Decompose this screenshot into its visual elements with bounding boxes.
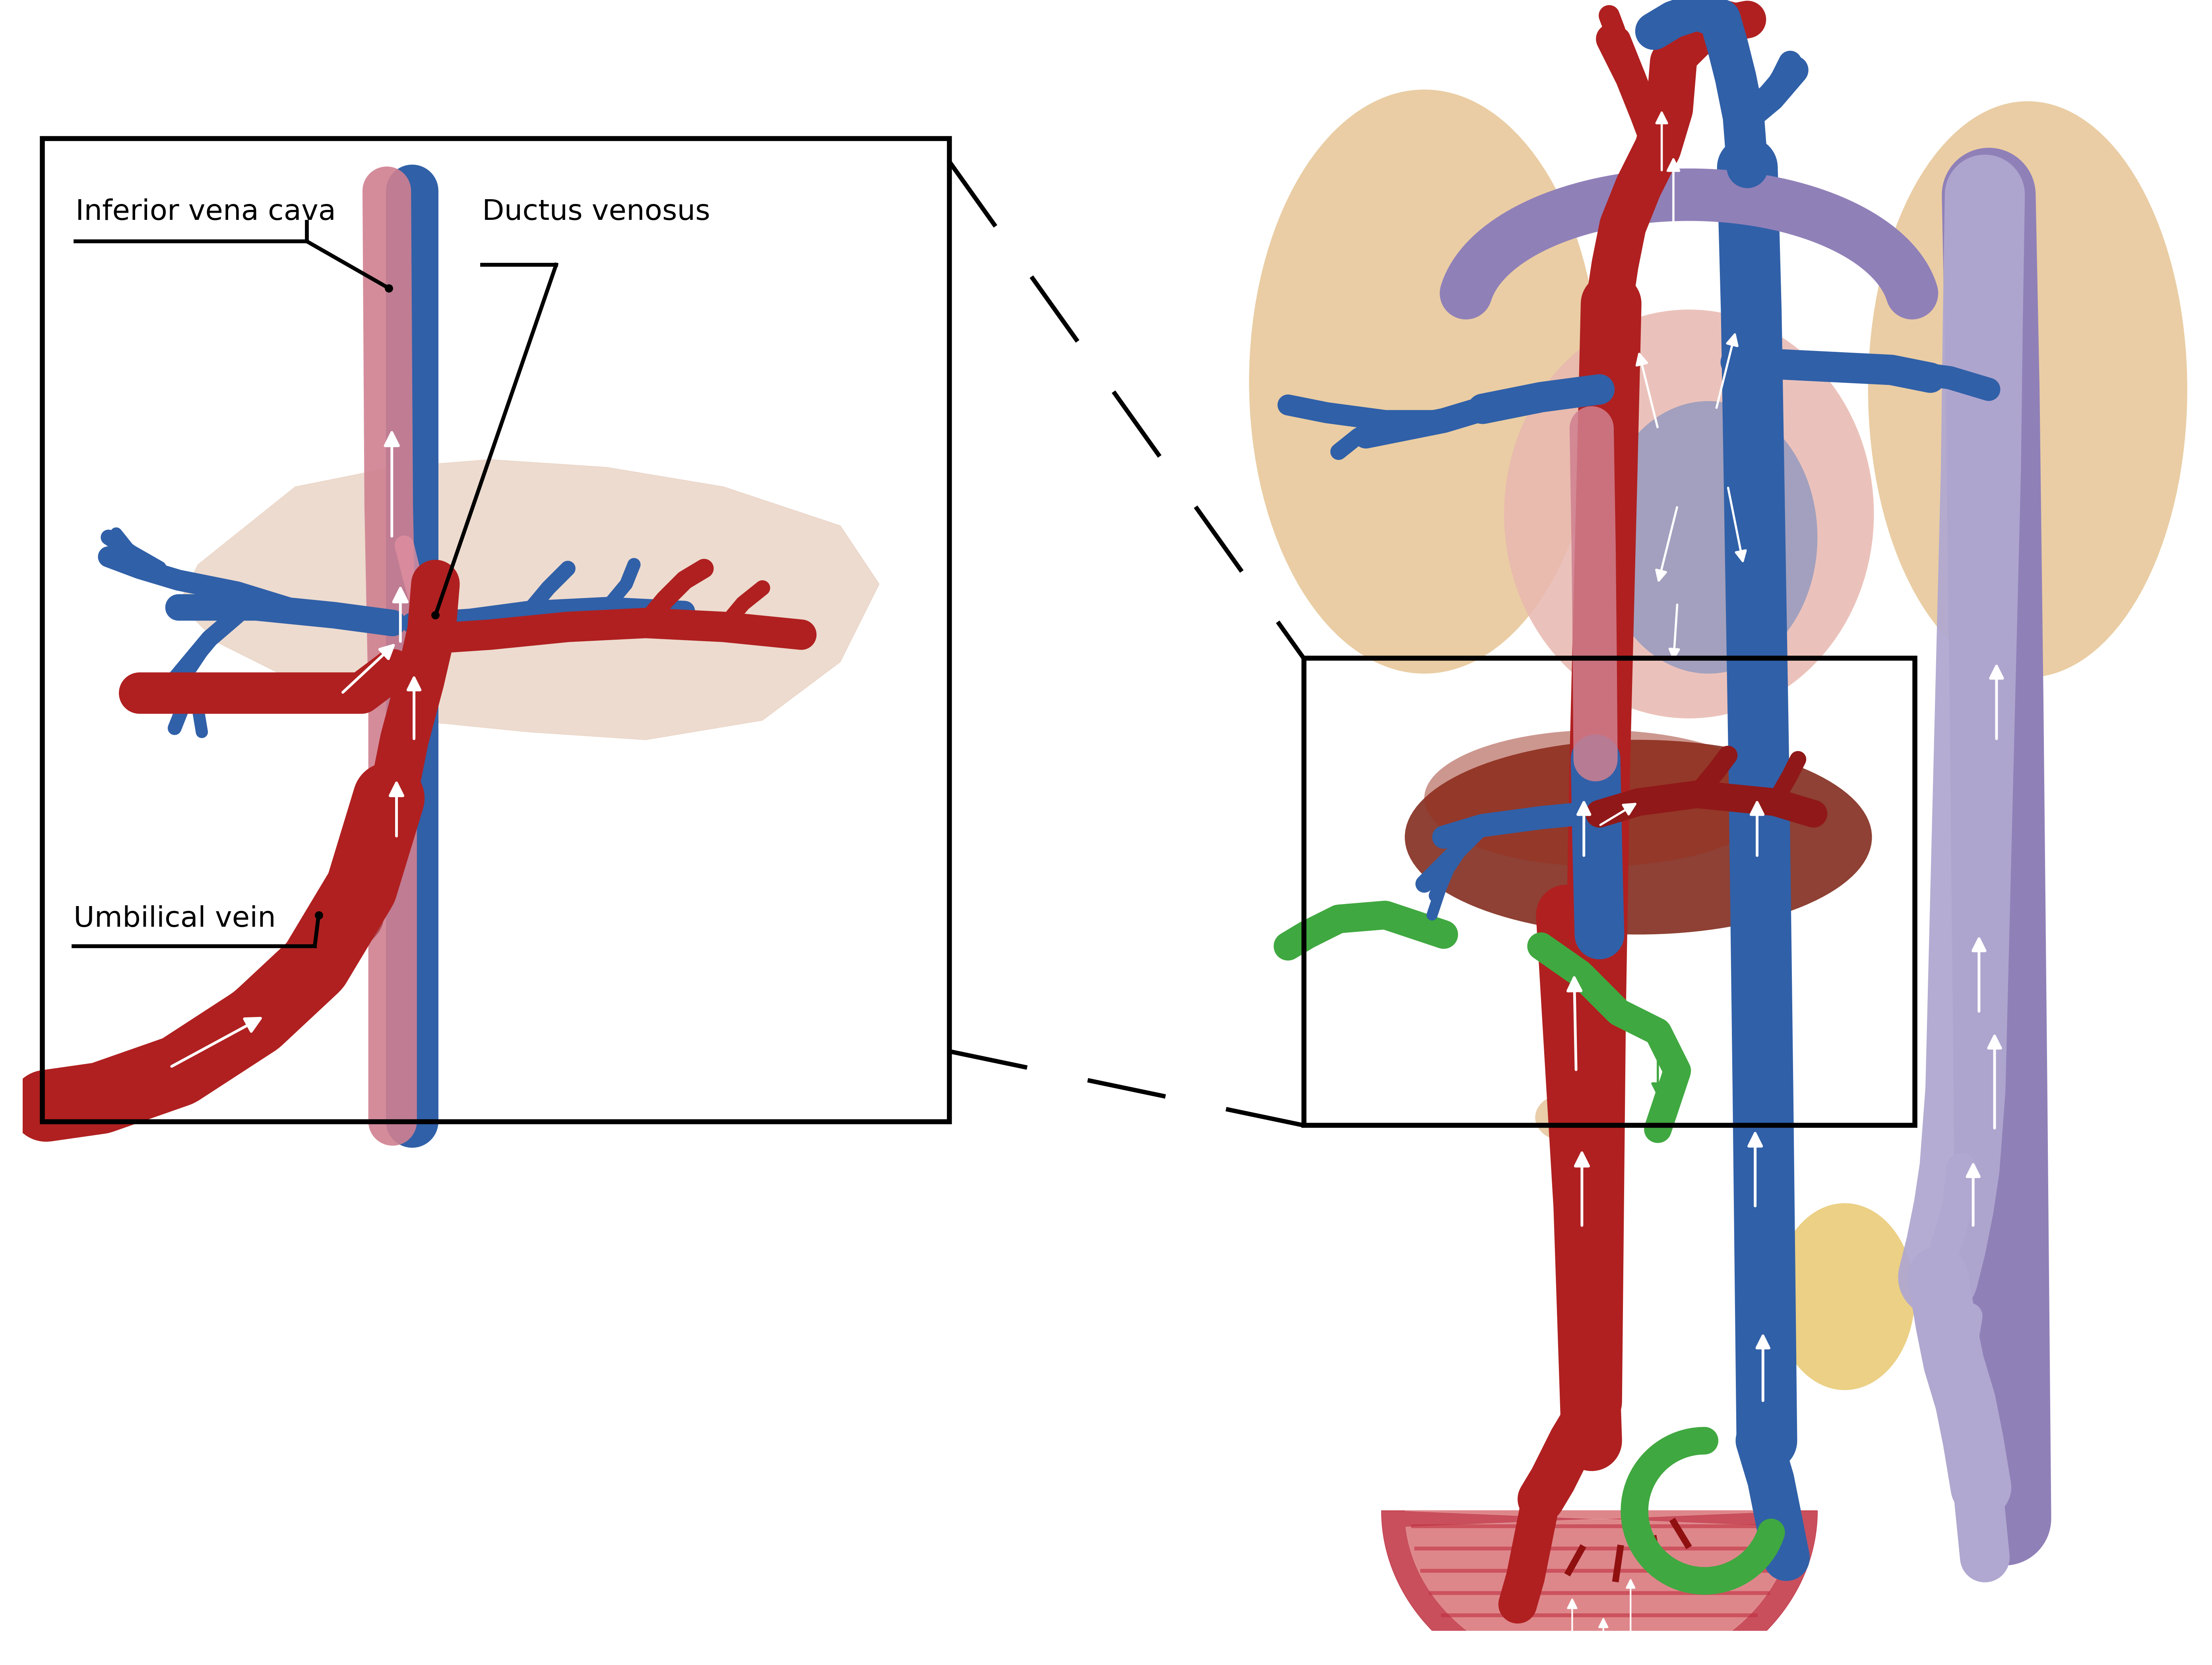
Ellipse shape bbox=[1599, 401, 1818, 674]
Ellipse shape bbox=[1535, 1094, 1593, 1141]
Text: Ductus venosus: Ductus venosus bbox=[482, 198, 710, 226]
Polygon shape bbox=[1382, 1510, 1818, 1665]
Text: Umbilical vein: Umbilical vein bbox=[73, 906, 276, 932]
Ellipse shape bbox=[1869, 102, 2188, 678]
Bar bbox=[1303, 658, 1916, 1126]
Polygon shape bbox=[1405, 1510, 1794, 1665]
Ellipse shape bbox=[1405, 739, 1871, 934]
Text: Inferior vena cava: Inferior vena cava bbox=[75, 198, 336, 226]
Bar bbox=[42, 138, 949, 1122]
Ellipse shape bbox=[1425, 729, 1774, 866]
Ellipse shape bbox=[1504, 310, 1874, 718]
Ellipse shape bbox=[1774, 1204, 1916, 1390]
Ellipse shape bbox=[1250, 90, 1599, 674]
Polygon shape bbox=[179, 460, 878, 739]
